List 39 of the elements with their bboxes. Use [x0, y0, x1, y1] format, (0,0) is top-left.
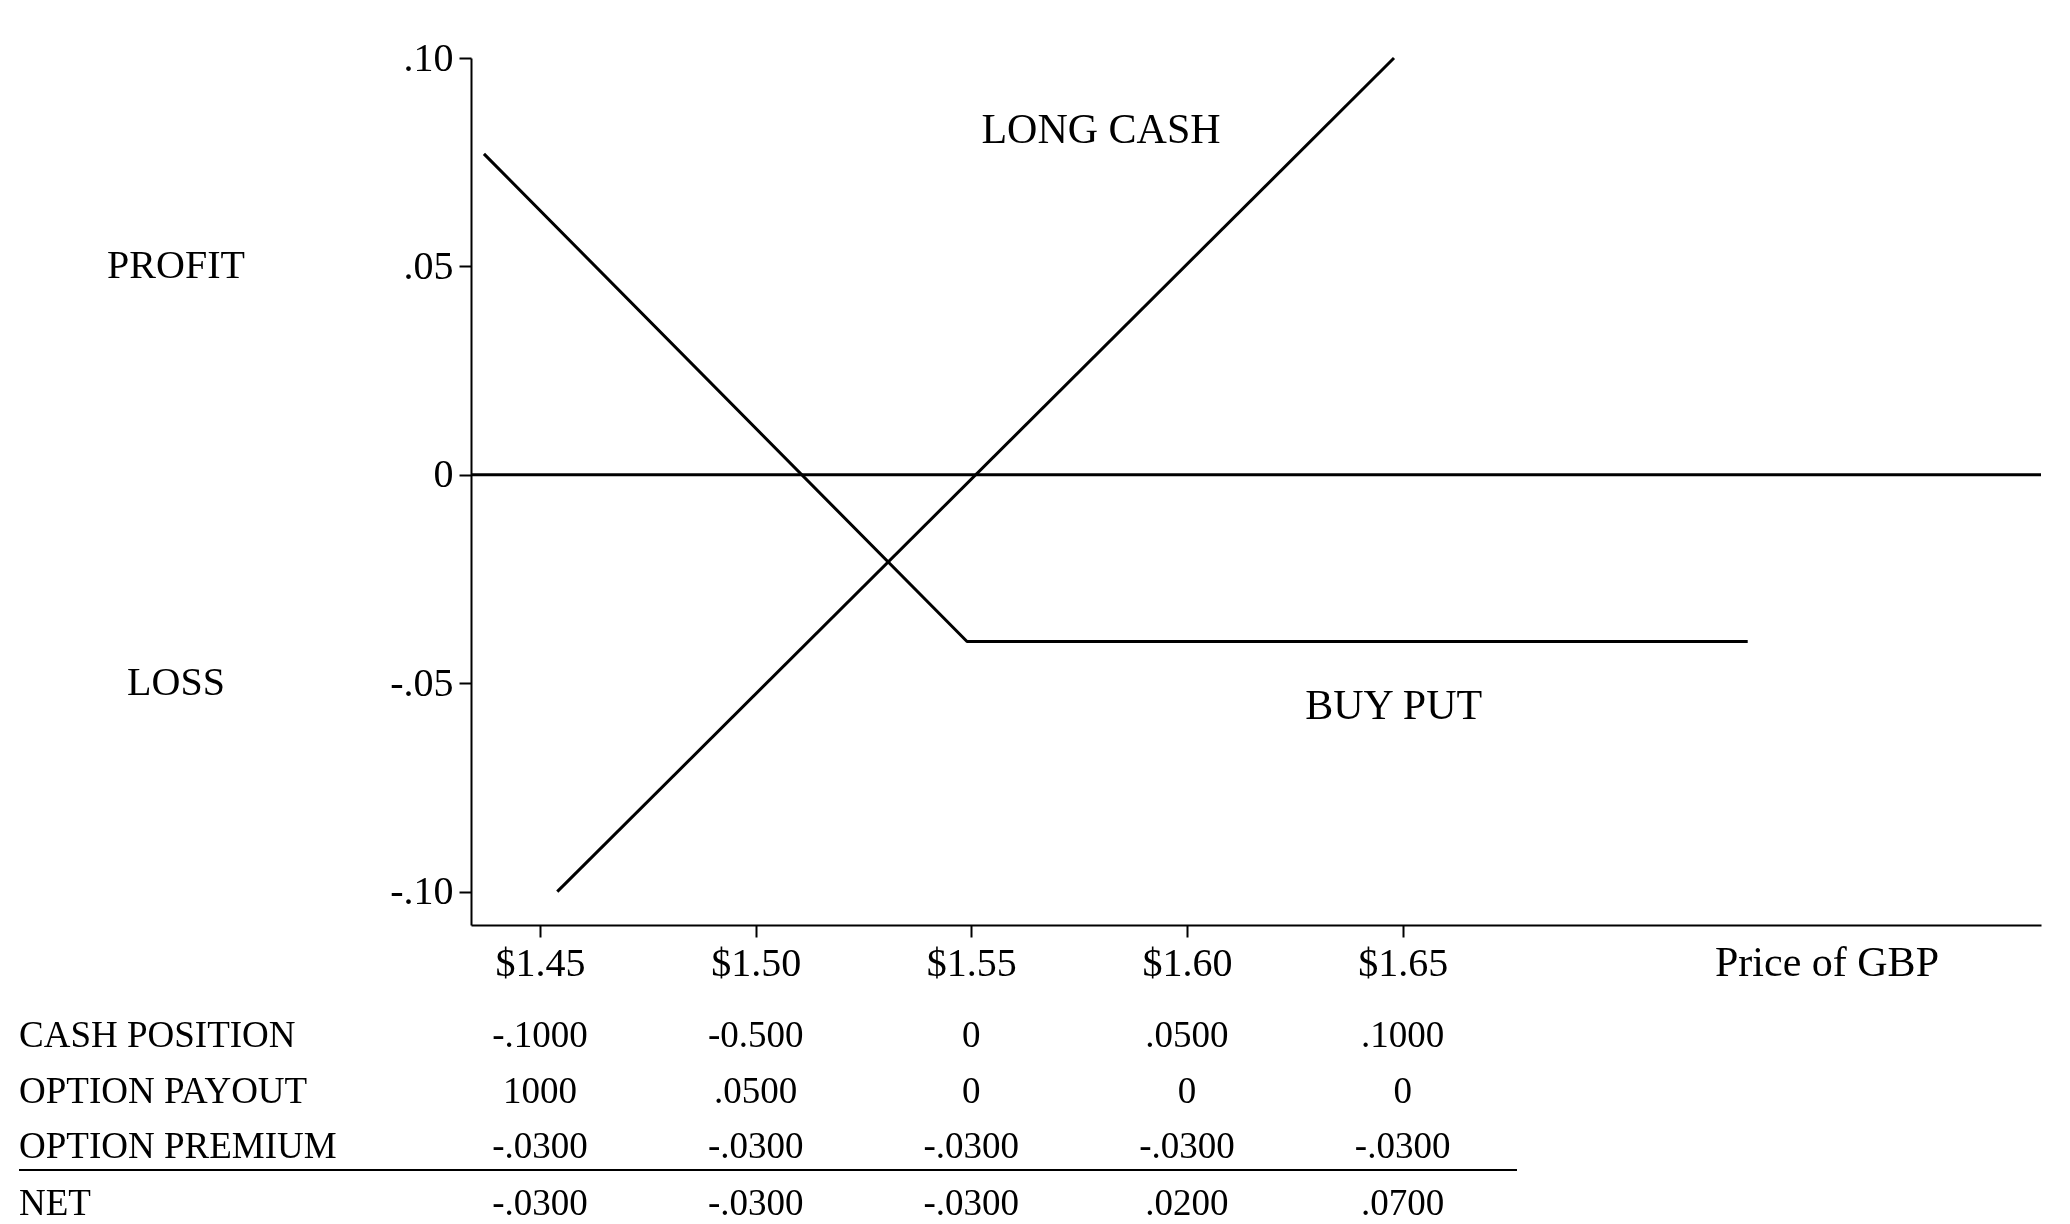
text: PROFIT [107, 242, 245, 288]
x-tick-label: $1.60 [1142, 939, 1233, 985]
y-tick-label: 0 [433, 451, 454, 497]
x-tick-label: $1.65 [1358, 939, 1449, 985]
y-tick-label: -.05 [390, 659, 454, 705]
series-label: BUY PUT [1305, 681, 1483, 728]
series-label: LONG CASH [981, 106, 1221, 152]
x-tick-label: $1.55 [926, 939, 1017, 985]
x-tick-label: $1.45 [495, 939, 586, 985]
text: -.0300 [492, 1182, 588, 1223]
y-tick-label: .10 [403, 34, 454, 80]
text: 0 [962, 1014, 981, 1055]
text: LOSS [127, 659, 225, 705]
text: 0 [962, 1070, 981, 1111]
text: .0200 [1145, 1182, 1229, 1223]
text: CASH POSITION [19, 1014, 296, 1055]
text: -.0300 [1139, 1125, 1235, 1166]
text: .1000 [1361, 1014, 1445, 1055]
text: 0 [1393, 1070, 1412, 1111]
text: -.0300 [1354, 1125, 1451, 1166]
y-tick-label: -.10 [390, 868, 454, 914]
text: .0500 [714, 1070, 798, 1111]
text: .0700 [1361, 1182, 1445, 1223]
text: -.0300 [923, 1125, 1020, 1166]
y-tick-label: .05 [403, 242, 454, 288]
text: .0500 [1145, 1014, 1229, 1055]
x-axis-title: Price of GBP [1715, 939, 1939, 985]
text: OPTION PREMIUM [19, 1125, 337, 1166]
text: -.0300 [492, 1125, 588, 1166]
text: 0 [1177, 1070, 1197, 1111]
text: OPTION PAYOUT [19, 1070, 308, 1111]
x-tick-label: $1.50 [711, 939, 802, 985]
text: -.0300 [707, 1125, 804, 1166]
text: -.1000 [492, 1014, 588, 1055]
text: 1000 [503, 1070, 578, 1111]
text: -.0300 [707, 1182, 804, 1223]
text: -.0300 [923, 1182, 1020, 1223]
text: -0.500 [707, 1014, 804, 1055]
text: NET [19, 1182, 91, 1223]
